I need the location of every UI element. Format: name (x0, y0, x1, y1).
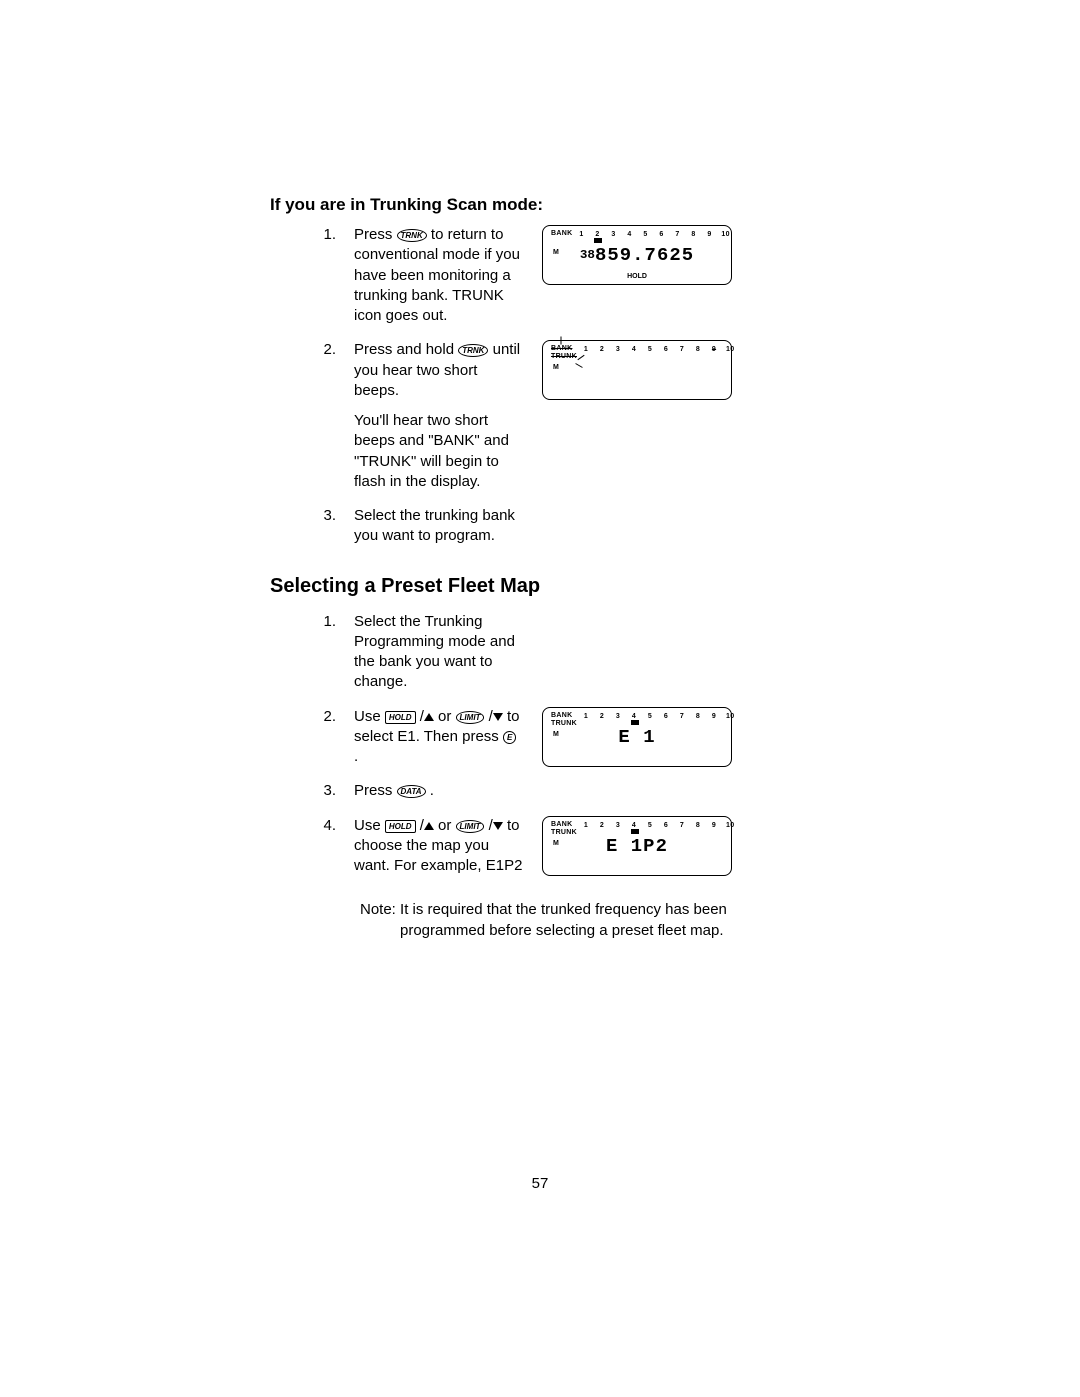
frequency-readout: 38859.7625 (538, 244, 735, 268)
trnk-key-icon: TRNK (397, 229, 427, 242)
step-3: 3. Press DATA . (318, 781, 810, 801)
step-number: 3. (318, 506, 336, 526)
flash-rays-icon (698, 351, 726, 369)
display-3: BANK TRUNK 1 2 3 4 5 6 (542, 707, 732, 767)
limit-key-icon: LIMIT (456, 711, 485, 724)
trnk-key-icon: TRNK (458, 344, 488, 357)
text: Press (354, 226, 397, 243)
step-text: Press and hold TRNK until you hear two s… (354, 340, 524, 492)
segment-readout: E 1P2 (538, 835, 735, 859)
step-text: Use HOLD / or LIMIT / to choose the map … (354, 816, 524, 877)
down-arrow-icon (493, 713, 503, 721)
step-number: 3. (318, 781, 336, 801)
note-label: Note: (360, 901, 396, 918)
step-text: Press TRNK to return to conventional mod… (354, 225, 524, 326)
step-text: Press DATA . (354, 781, 524, 801)
page-number: 57 (0, 1175, 1080, 1192)
step-text: Use HOLD / or LIMIT / to select E1. Then… (354, 707, 524, 768)
bank-numbers: 1 2 3 4 5 6 7 8 9 (582, 345, 734, 354)
lcd-screen: BANK TRUNK 1 2 3 4 5 6 (542, 816, 732, 876)
step-number: 1. (318, 225, 336, 245)
bank-numbers: 1 2 3 4 5 6 7 8 9 10 (582, 712, 734, 721)
section2-title: Selecting a Preset Fleet Map (270, 575, 810, 598)
data-key-icon: DATA (397, 785, 426, 798)
step-3: 3. Select the trunking bank you want to … (318, 506, 810, 547)
bank-label: BANK (551, 712, 577, 720)
trunk-label-flashing: TRUNK (551, 353, 577, 361)
lcd-screen: BANK 1 2 3 4 5 6 7 (542, 225, 732, 285)
step-2-para2: You'll hear two short beeps and "BANK" a… (354, 411, 524, 492)
segment-readout: E 1 (538, 726, 735, 750)
lcd-screen: BANK TRUNK 1 2 3 4 5 6 (542, 707, 732, 767)
manual-page: If you are in Trunking Scan mode: 1. Pre… (0, 0, 1080, 1397)
step-1: 1. Press TRNK to return to conventional … (318, 225, 810, 326)
step-4: 4. Use HOLD / or LIMIT / to choose the m… (318, 816, 810, 877)
step-number: 4. (318, 816, 336, 836)
step-text: Select the Trunking Programming mode and… (354, 612, 524, 693)
display-1: BANK 1 2 3 4 5 6 7 (542, 225, 732, 285)
active-bank-marker (594, 238, 602, 243)
bank-row: BANK 1 2 3 4 5 6 7 (551, 230, 723, 239)
active-bank-marker (631, 720, 639, 725)
text: Press (354, 782, 397, 799)
display-4: BANK TRUNK 1 2 3 4 5 6 (542, 816, 732, 876)
lcd-screen: BANK TRUNK 1 (542, 340, 732, 400)
down-arrow-icon (493, 822, 503, 830)
text: Press and hold (354, 341, 458, 358)
bank-label: BANK (551, 821, 577, 829)
limit-key-icon: LIMIT (456, 820, 485, 833)
step-number: 1. (318, 612, 336, 632)
up-arrow-icon (424, 713, 434, 721)
bank-label-flashing: BANK (551, 345, 577, 353)
step-number: 2. (318, 340, 336, 360)
hold-key-icon: HOLD (385, 711, 416, 724)
section2-steps: 1. Select the Trunking Programming mode … (270, 612, 810, 941)
up-arrow-icon (424, 822, 434, 830)
step-2: 2. Use HOLD / or LIMIT / to select E1. T… (318, 707, 810, 768)
hold-indicator: HOLD (543, 272, 731, 281)
step-text: Select the trunking bank you want to pro… (354, 506, 524, 547)
section1-steps: 1. Press TRNK to return to conventional … (270, 225, 810, 547)
section1-title: If you are in Trunking Scan mode: (270, 195, 810, 215)
step-1: 1. Select the Trunking Programming mode … (318, 612, 810, 693)
bank-row: BANK TRUNK 1 (551, 345, 723, 361)
text: Use (354, 708, 385, 725)
note-row: Note: It is required that the trunked fr… (318, 890, 810, 941)
active-bank-marker (631, 829, 639, 834)
hold-key-icon: HOLD (385, 820, 416, 833)
m-indicator: M (553, 363, 559, 372)
text: Use (354, 817, 385, 834)
bank-label: BANK (551, 230, 572, 238)
display-2: BANK TRUNK 1 (542, 340, 732, 400)
step-number: 2. (318, 707, 336, 727)
bank-numbers: 1 2 3 4 5 6 7 8 9 10 (582, 821, 734, 830)
note-text: Note: It is required that the trunked fr… (354, 890, 810, 941)
step-2: 2. Press and hold TRNK until you hear tw… (318, 340, 810, 492)
e-key-icon: E (503, 731, 516, 744)
bank-numbers: 1 2 3 4 5 6 7 8 9 10 (577, 230, 729, 239)
